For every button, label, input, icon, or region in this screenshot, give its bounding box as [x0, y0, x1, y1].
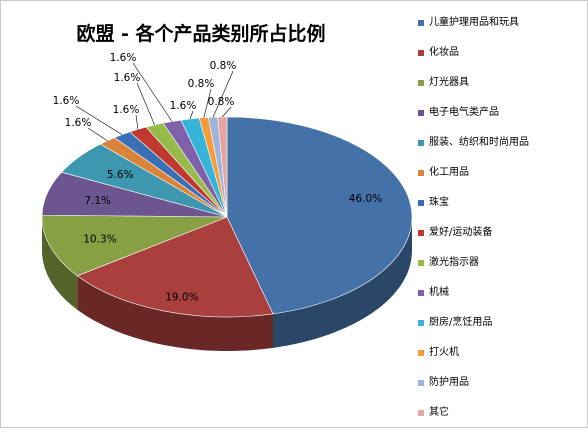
- legend-item: 厨房/烹饪用品: [418, 317, 586, 347]
- legend: 儿童护理用品和玩具 化妆品灯光器具电子电气类产品服装、纺织和时尚用品 化工用品珠宝爱…: [418, 17, 586, 437]
- legend-label: 爱好/运动装备: [429, 227, 493, 238]
- legend-label: 珠宝: [429, 197, 449, 208]
- legend-label: 防护用品: [429, 377, 469, 388]
- data-label: 0.8%: [210, 60, 237, 72]
- pie-slice-side: [42, 217, 78, 310]
- legend-swatch: [418, 140, 424, 146]
- data-label: 0.8%: [188, 78, 215, 90]
- data-label: 5.6%: [107, 169, 134, 181]
- legend-swatch: [418, 110, 424, 116]
- legend-item: 化工用品: [418, 167, 586, 197]
- data-label: 19.0%: [165, 292, 198, 304]
- legend-swatch: [418, 260, 424, 266]
- pie-chart: 46.0% 19.0% 10.3% 7.1% 5.6% 1.6% 1.6% 1.6% 1.6% 1…: [41, 52, 413, 351]
- legend-swatch: [418, 200, 424, 206]
- data-label: 1.6%: [65, 117, 92, 129]
- leader-line: [132, 62, 173, 122]
- data-label: 1.6%: [113, 104, 140, 116]
- leader-line: [212, 70, 234, 118]
- legend-label: 机械: [429, 287, 449, 298]
- pie-slice-side: [77, 275, 274, 351]
- legend-item: 珠宝: [418, 197, 586, 227]
- legend-item: 儿童护理用品和玩具: [418, 17, 586, 47]
- chart-title: 欧盟 - 各个产品类别所占比例: [76, 23, 326, 45]
- pie-slice-side: [273, 217, 413, 348]
- legend-item: 灯光器具: [418, 77, 586, 107]
- data-label: 0.8%: [208, 96, 235, 108]
- legend-item: 打火机: [418, 347, 586, 377]
- legend-item: 服装、纺织和时尚用品: [418, 137, 586, 167]
- legend-label: 服装、纺织和时尚用品: [429, 137, 529, 148]
- legend-label: 化工用品: [429, 167, 469, 178]
- data-label: 7.1%: [84, 195, 111, 207]
- data-label: 10.3%: [83, 234, 116, 246]
- legend-item: 机械: [418, 287, 586, 317]
- leader-line: [222, 106, 232, 118]
- data-label: 1.6%: [110, 52, 137, 64]
- legend-swatch: [418, 320, 424, 326]
- legend-swatch: [418, 290, 424, 296]
- legend-item: 其它: [418, 407, 586, 437]
- legend-label: 打火机: [429, 347, 459, 358]
- legend-label: 儿童护理用品和玩具: [429, 17, 519, 28]
- legend-item: 化妆品: [418, 47, 586, 77]
- leader-line: [189, 110, 194, 120]
- legend-label: 激光指示器: [429, 257, 479, 268]
- data-label: 1.6%: [114, 72, 141, 84]
- leader-line: [75, 105, 123, 135]
- legend-swatch: [418, 80, 424, 86]
- data-label: 1.6%: [170, 100, 197, 112]
- leader-line: [87, 127, 108, 142]
- legend-label: 灯光器具: [429, 77, 469, 88]
- pie-slice: [76, 216, 274, 318]
- legend-label: 化妆品: [429, 47, 459, 58]
- legend-swatch: [418, 20, 424, 26]
- pie-slice: [226, 116, 413, 315]
- legend-swatch: [418, 170, 424, 176]
- legend-swatch: [418, 50, 424, 56]
- legend-swatch: [418, 380, 424, 386]
- legend-label: 电子电气类产品: [429, 107, 499, 118]
- data-label: 46.0%: [349, 193, 382, 205]
- chart-area: 欧盟 - 各个产品类别所占比例 46.0% 19.0% 10.3% 7.1% 5.6% 1…: [0, 0, 588, 428]
- legend-swatch: [418, 410, 424, 416]
- leader-line: [136, 82, 155, 126]
- legend-swatch: [418, 230, 424, 236]
- leader-line: [203, 88, 212, 118]
- legend-swatch: [418, 350, 424, 356]
- leader-line: [135, 114, 139, 130]
- legend-item: 电子电气类产品: [418, 107, 586, 137]
- legend-label: 厨房/烹饪用品: [429, 317, 493, 328]
- legend-label: 其它: [429, 407, 449, 418]
- pie-slice: [41, 214, 228, 277]
- legend-item: 激光指示器: [418, 257, 586, 287]
- data-label: 1.6%: [53, 95, 80, 107]
- legend-item: 防护用品: [418, 377, 586, 407]
- legend-item: 爱好/运动装备: [418, 227, 586, 257]
